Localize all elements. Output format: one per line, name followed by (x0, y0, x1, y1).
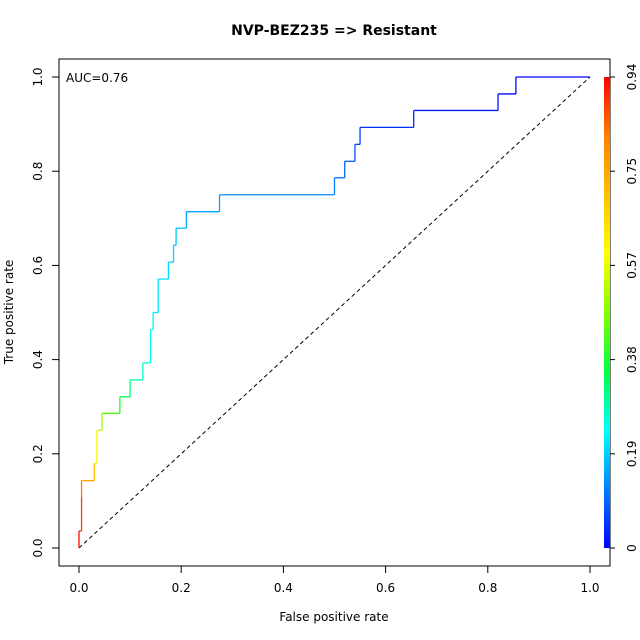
x-tick-label: 0.4 (274, 581, 293, 595)
colorbar-tick-label: 0.75 (625, 158, 639, 185)
x-tick-label: 0.2 (172, 581, 191, 595)
y-axis: 0.0 0.2 0.4 0.6 0.8 1.0 (31, 67, 60, 558)
x-tick-label: 0.6 (376, 581, 395, 595)
x-tick-label: 1.0 (580, 581, 599, 595)
y-tick-label: 0.2 (31, 444, 45, 463)
colorbar-tick-label: 0.94 (625, 64, 639, 91)
y-axis-label: True positive rate (2, 260, 16, 366)
y-tick-label: 0.6 (31, 256, 45, 275)
y-tick-label: 0.4 (31, 350, 45, 369)
y-tick-label: 0.8 (31, 162, 45, 181)
colorbar-tick-label: 0 (625, 544, 639, 552)
x-tick-label: 0.8 (478, 581, 497, 595)
y-tick-label: 0.0 (31, 538, 45, 557)
auc-annotation: AUC=0.76 (66, 71, 128, 85)
colorbar-gradient (604, 77, 610, 548)
x-axis-label: False positive rate (279, 610, 388, 624)
x-tick-label: 0.0 (69, 581, 88, 595)
diagonal-reference-line (78, 76, 591, 549)
colorbar-tick-label: 0.38 (625, 346, 639, 373)
x-axis: 0.0 0.2 0.4 0.6 0.8 1.0 (69, 565, 600, 595)
roc-series (78, 76, 591, 549)
colorbar-tick-label: 0.19 (625, 440, 639, 467)
colorbar-tick-label: 0.57 (625, 252, 639, 279)
y-tick-label: 1.0 (31, 67, 45, 86)
chart-title: NVP-BEZ235 => Resistant (231, 23, 437, 39)
colorbar: 0 0.19 0.38 0.57 0.75 0.94 (604, 64, 639, 552)
